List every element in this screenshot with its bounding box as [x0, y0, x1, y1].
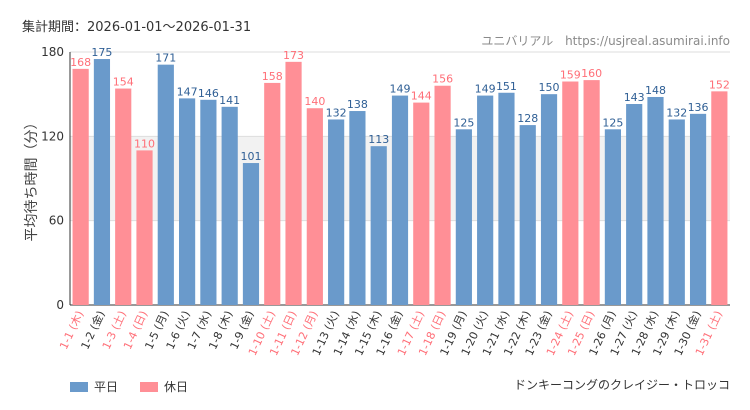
- bar: [434, 85, 451, 305]
- data-label: 156: [432, 73, 453, 86]
- bar: [498, 92, 515, 305]
- bar: [179, 98, 196, 305]
- y-axis-title: 平均待ち時間（分）: [24, 116, 40, 242]
- data-label: 151: [496, 80, 517, 93]
- data-label: 146: [198, 87, 219, 100]
- bar: [306, 108, 323, 305]
- y-tick-label: 0: [56, 298, 64, 312]
- bar: [562, 81, 579, 306]
- legend-item-weekday: 平日: [70, 378, 118, 395]
- y-tick-label: 120: [41, 129, 64, 143]
- data-label: 159: [560, 69, 581, 82]
- data-label: 125: [453, 116, 474, 129]
- data-label: 110: [134, 137, 155, 150]
- data-label: 113: [368, 133, 389, 146]
- bar: [349, 111, 366, 306]
- site-url: https://usjreal.asumirai.info: [565, 34, 730, 48]
- data-label: 140: [304, 95, 325, 108]
- data-label: 128: [517, 112, 538, 125]
- bar: [413, 102, 430, 305]
- data-label: 148: [645, 84, 666, 97]
- bar: [136, 150, 153, 305]
- data-label: 150: [539, 81, 560, 94]
- data-label: 149: [475, 83, 496, 96]
- attraction-name: ドンキーコングのクレイジー・トロッコ: [513, 378, 730, 392]
- site-name: ユニバリアル: [481, 34, 554, 48]
- data-label: 138: [347, 98, 368, 111]
- bar: [626, 104, 643, 305]
- data-label: 173: [283, 49, 304, 62]
- data-label: 132: [666, 106, 687, 119]
- data-label: 132: [326, 106, 347, 119]
- data-label: 149: [390, 83, 411, 96]
- bar: [221, 106, 238, 305]
- y-tick-label: 60: [49, 214, 64, 228]
- bar: [264, 82, 281, 305]
- legend: 平日 休日: [70, 378, 188, 395]
- data-label: 154: [113, 76, 134, 89]
- data-label: 144: [411, 90, 432, 103]
- legend-label-weekday: 平日: [94, 380, 119, 394]
- bar: [242, 163, 260, 305]
- site-credit: ユニバリアル https://usjreal.asumirai.info: [481, 32, 730, 49]
- bar: [668, 119, 685, 305]
- bar: [115, 88, 132, 306]
- data-label: 158: [262, 70, 283, 83]
- bar: [477, 95, 494, 305]
- bar: [328, 119, 345, 305]
- bar: [455, 129, 472, 305]
- y-tick-label: 180: [41, 45, 64, 59]
- data-label: 143: [624, 91, 645, 104]
- data-label: 168: [70, 56, 91, 69]
- bar: [604, 129, 621, 305]
- bar: [72, 68, 89, 305]
- bar: [647, 96, 664, 305]
- data-label: 141: [219, 94, 240, 107]
- bar: [93, 59, 111, 306]
- bar: [200, 99, 217, 306]
- data-label: 160: [581, 67, 602, 80]
- data-label: 147: [177, 85, 198, 98]
- bar: [285, 61, 302, 305]
- data-label: 125: [602, 116, 623, 129]
- period-label: 集計期間：2026-01-01～2026-01-31: [22, 20, 252, 35]
- bar: [583, 80, 600, 305]
- legend-item-holiday: 休日: [140, 378, 188, 395]
- data-label: 171: [155, 52, 176, 65]
- legend-swatch-weekday: [70, 381, 88, 392]
- bar: [391, 95, 409, 305]
- bar: [370, 146, 387, 305]
- legend-label-holiday: 休日: [164, 380, 189, 394]
- data-label: 101: [240, 150, 261, 163]
- legend-swatch-holiday: [140, 381, 159, 392]
- bar: [711, 91, 728, 305]
- bar: [540, 94, 558, 306]
- data-label: 136: [688, 101, 709, 114]
- bar: [157, 64, 174, 306]
- bar: [689, 113, 707, 305]
- bar: [519, 125, 536, 305]
- data-label: 152: [709, 78, 730, 91]
- data-label: 175: [91, 46, 112, 59]
